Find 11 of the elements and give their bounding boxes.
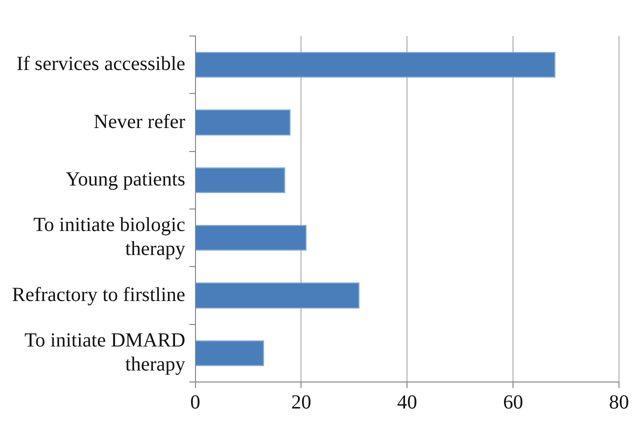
- y-tick-label: Refractory to firstline: [12, 284, 186, 306]
- x-tick-label: 40: [397, 391, 418, 414]
- x-tick-label: 80: [609, 391, 629, 414]
- x-tick-label: 0: [190, 391, 200, 414]
- y-tick-label: Never refer: [94, 110, 186, 133]
- y-tick-label: To initiate DMARD therapy: [24, 329, 186, 376]
- y-tick-label: Young patients: [66, 168, 186, 190]
- x-tick-label: 20: [291, 391, 312, 414]
- x-tick-label: 60: [503, 391, 524, 414]
- y-tick-label: If services accessible: [16, 53, 186, 76]
- y-tick-label: To initiate biologic therapy: [33, 214, 186, 260]
